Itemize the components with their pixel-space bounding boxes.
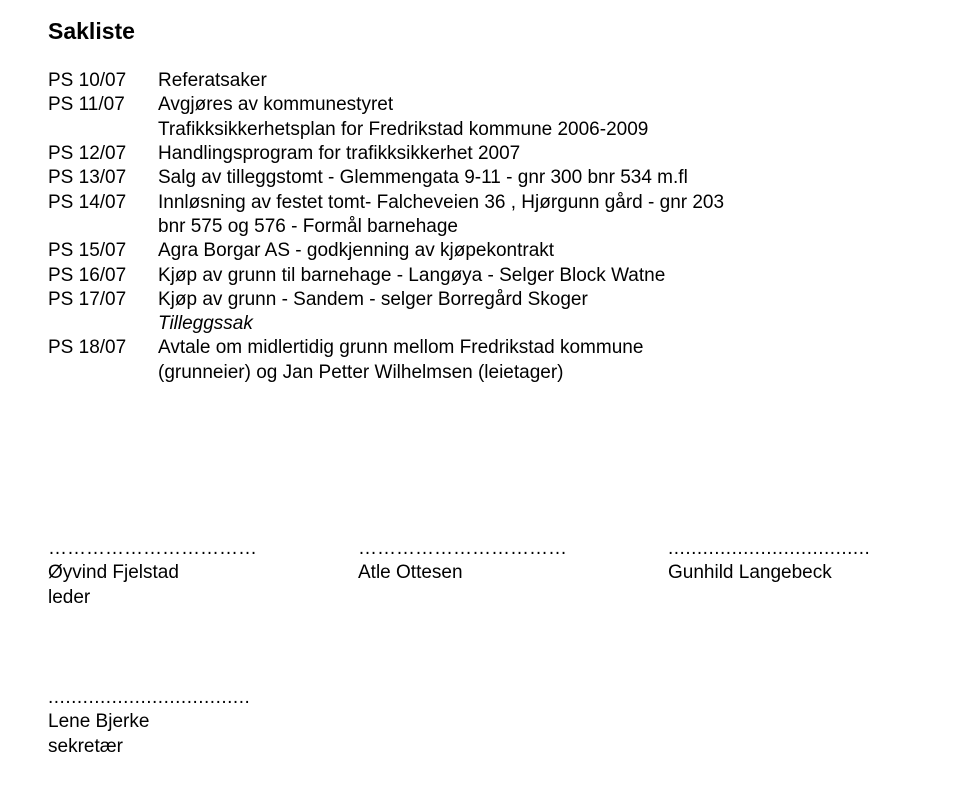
signature-col-3: ................................... Gunh… (668, 537, 920, 610)
sig-dots: ................................... (48, 686, 920, 710)
list-item: PS 17/07Kjøp av grunn - Sandem - selger … (48, 288, 920, 312)
item-text: Handlingsprogram for trafikksikkerhet 20… (158, 142, 920, 166)
item-text: Salg av tilleggstomt - Glemmengata 9-11 … (158, 166, 920, 190)
item-text: Innløsning av festet tomt- Falcheveien 3… (158, 191, 920, 215)
list-item: PS 11/07Avgjøres av kommunestyret (48, 93, 920, 117)
item-code: PS 18/07 (48, 336, 158, 360)
item-code: PS 10/07 (48, 69, 158, 93)
list-item: PS 14/07Innløsning av festet tomt- Falch… (48, 191, 920, 215)
list-item: (grunneier) og Jan Petter Wilhelmsen (le… (48, 361, 920, 385)
page-title: Sakliste (48, 18, 920, 45)
list-item: PS 13/07Salg av tilleggstomt - Glemmenga… (48, 166, 920, 190)
item-text: bnr 575 og 576 - Formål barnehage (158, 215, 920, 239)
list-item: PS 18/07Avtale om midlertidig grunn mell… (48, 336, 920, 360)
item-text: (grunneier) og Jan Petter Wilhelmsen (le… (158, 361, 920, 385)
list-item: PS 15/07Agra Borgar AS - godkjenning av … (48, 239, 920, 263)
item-code: PS 14/07 (48, 191, 158, 215)
item-code: PS 15/07 (48, 239, 158, 263)
document-page: Sakliste PS 10/07ReferatsakerPS 11/07Avg… (0, 0, 960, 759)
signature-col-2: …………………………… Atle Ottesen (358, 537, 668, 610)
item-code (48, 215, 158, 239)
item-code (48, 312, 158, 336)
list-item: PS 12/07Handlingsprogram for trafikksikk… (48, 142, 920, 166)
item-code (48, 118, 158, 142)
list-item: Trafikksikkerhetsplan for Fredrikstad ko… (48, 118, 920, 142)
sig-role: leder (48, 586, 358, 610)
sig-dots: …………………………… (358, 537, 668, 561)
item-code: PS 17/07 (48, 288, 158, 312)
item-text: Kjøp av grunn til barnehage - Langøya - … (158, 264, 920, 288)
item-text: Kjøp av grunn - Sandem - selger Borregår… (158, 288, 920, 312)
sig-name: Øyvind Fjelstad (48, 561, 358, 585)
item-text: Referatsaker (158, 69, 920, 93)
list-item: bnr 575 og 576 - Formål barnehage (48, 215, 920, 239)
item-code: PS 11/07 (48, 93, 158, 117)
sig-name: Atle Ottesen (358, 561, 668, 585)
item-text: Agra Borgar AS - godkjenning av kjøpekon… (158, 239, 920, 263)
agenda-list: PS 10/07ReferatsakerPS 11/07Avgjøres av … (48, 69, 920, 385)
item-text: Avtale om midlertidig grunn mellom Fredr… (158, 336, 920, 360)
list-item: PS 10/07Referatsaker (48, 69, 920, 93)
sig-dots: ................................... (668, 537, 920, 561)
sig-name: Gunhild Langebeck (668, 561, 920, 585)
item-text: Trafikksikkerhetsplan for Fredrikstad ko… (158, 118, 920, 142)
item-code: PS 12/07 (48, 142, 158, 166)
item-code (48, 361, 158, 385)
item-code: PS 13/07 (48, 166, 158, 190)
list-item: PS 16/07Kjøp av grunn til barnehage - La… (48, 264, 920, 288)
sig-dots: …………………………… (48, 537, 358, 561)
signature-row: …………………………… Øyvind Fjelstad leder ………………… (48, 537, 920, 610)
signature-col-1: …………………………… Øyvind Fjelstad leder (48, 537, 358, 610)
sig-role: sekretær (48, 735, 920, 759)
item-text: Tilleggssak (158, 312, 920, 336)
signature-col-4: ................................... Lene… (48, 686, 920, 759)
item-code: PS 16/07 (48, 264, 158, 288)
list-item: Tilleggssak (48, 312, 920, 336)
signature-row-2: ................................... Lene… (48, 686, 920, 759)
item-text: Avgjøres av kommunestyret (158, 93, 920, 117)
sig-name: Lene Bjerke (48, 710, 920, 734)
